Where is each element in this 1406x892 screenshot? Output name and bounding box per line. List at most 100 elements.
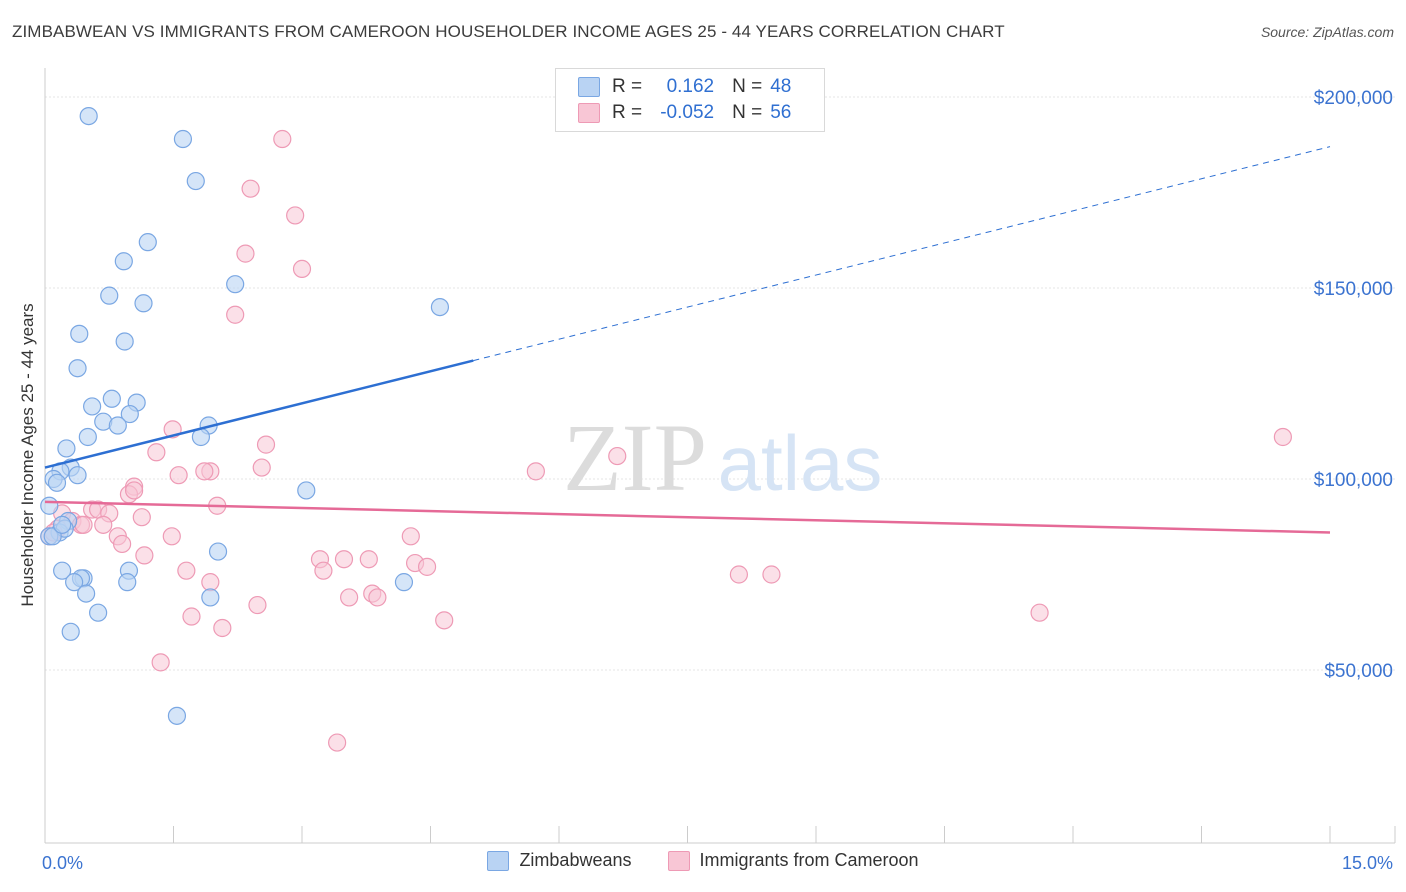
legend-n-label: N = [732,76,763,97]
legend-label-zimbabweans: Zimbabweans [519,850,632,870]
chart-title: ZIMBABWEAN VS IMMIGRANTS FROM CAMEROON H… [12,22,1005,41]
legend-swatch-pink [667,850,690,871]
axes [44,68,1396,844]
legend-r-value: -0.052 [660,102,715,123]
data-point-zimbabwean [78,427,97,447]
y-tick-label: $50,000 [1324,661,1393,682]
trend-lines [44,146,1331,534]
data-point-cameroon [132,508,151,527]
data-point-cameroon [124,481,144,500]
data-point-zimbabwean [297,481,316,500]
legend-r-label: R = [612,102,643,123]
y-tick-label: $150,000 [1314,279,1393,300]
legend-swatch-blue [578,77,600,97]
data-point-cameroon [236,244,255,263]
data-point-cameroon [417,557,437,576]
x-tick-label-max: 15.0% [1342,853,1393,873]
data-point-cameroon [177,561,196,580]
legend-item-zimbabweans[interactable]: Zimbabweans [487,850,632,871]
data-point-cameroon [435,611,454,630]
data-point-cameroon [314,561,333,580]
data-point-zimbabwean [53,561,72,580]
data-point-zimbabwean [83,397,102,416]
data-point-cameroon [359,550,378,569]
watermark-atlas: atlas [718,419,883,507]
data-point-cameroon [334,550,354,569]
data-point-zimbabwean [53,515,72,534]
data-point-zimbabwean [79,106,98,126]
x-tick-label-min: 0.0% [42,853,83,873]
data-point-zimbabwean [208,542,228,561]
watermark: ZIP atlas [563,404,882,511]
data-point-zimbabwean [186,171,205,191]
legend-label-cameroon: Immigrants from Cameroon [699,850,919,870]
data-point-cameroon [401,527,420,546]
series-legend: Zimbabweans Immigrants from Cameroon [0,850,1406,871]
legend-row-cameroon: R = -0.052 N = 56 [578,101,791,125]
data-point-cameroon [368,588,387,607]
data-point-cameroon [226,305,245,324]
data-point-cameroon [248,595,267,615]
data-point-cameroon [526,462,545,481]
data-point-zimbabwean [114,252,133,271]
data-point-zimbabwean [47,473,67,492]
trend-line-zimbabweans [44,359,474,469]
data-point-cameroon [169,466,188,485]
data-point-zimbabwean [65,573,84,592]
data-point-zimbabwean [102,389,121,408]
data-point-zimbabwean [108,416,127,435]
data-point-zimbabwean [100,286,119,305]
data-point-cameroon [328,733,347,752]
tick-labels: $50,000 $100,000 $150,000 $200,000 0.0% 15.0% [42,88,1393,873]
y-tick-label: $100,000 [1314,470,1393,491]
trend-line-zimbabweans-extrapolated [473,146,1331,362]
legend-r-value: 0.162 [666,76,715,97]
data-point-zimbabwean [68,466,87,485]
data-point-cameroon [608,446,627,466]
data-point-cameroon [213,618,232,638]
legend-n-label: N = [732,102,763,123]
data-point-zimbabwean [138,233,157,252]
data-point-cameroon [1273,427,1292,447]
y-tick-label: $200,000 [1314,88,1393,109]
data-point-zimbabwean [115,332,134,351]
gridlines [45,96,1395,671]
data-point-zimbabwean [118,573,137,592]
data-point-zimbabwean [89,603,108,622]
data-point-zimbabwean [68,359,87,378]
data-point-cameroon [201,573,220,592]
data-point-zimbabwean [77,584,96,603]
data-point-cameroon [762,565,781,584]
data-point-cameroon [252,458,271,477]
data-point-zimbabwean [120,404,139,424]
data-point-zimbabwean [173,129,193,149]
data-point-cameroon [162,527,181,546]
legend-item-cameroon[interactable]: Immigrants from Cameroon [667,850,919,871]
data-point-zimbabwean [430,298,450,317]
data-point-zimbabwean [201,588,220,607]
data-point-zimbabwean [40,496,59,515]
legend-n-value: 48 [770,76,792,97]
data-point-cameroon [147,443,166,462]
data-point-cameroon [74,515,93,534]
data-point-cameroon [241,179,260,198]
data-point-cameroon [340,588,359,607]
legend-n-value: 56 [770,102,792,123]
source-label: Source: ZipAtlas.com [1260,24,1394,40]
data-point-cameroon [135,546,154,565]
data-point-cameroon [729,565,749,584]
data-point-cameroon [112,534,132,554]
legend-row-zimbabweans: R = 0.162 N = 48 [578,75,791,99]
data-point-zimbabwean [394,573,414,592]
data-point-zimbabwean [134,294,153,313]
watermark-zip: ZIP [563,404,707,511]
correlation-legend: R = 0.162 N = 48 R = -0.052 N = 56 [555,68,825,132]
data-point-cameroon [1030,603,1049,622]
data-point-zimbabwean [61,622,80,641]
data-point-zimbabwean [226,275,245,294]
data-point-cameroon [195,462,214,481]
data-point-cameroon [286,206,305,225]
data-point-cameroon [292,259,312,278]
data-point-cameroon [151,653,170,672]
